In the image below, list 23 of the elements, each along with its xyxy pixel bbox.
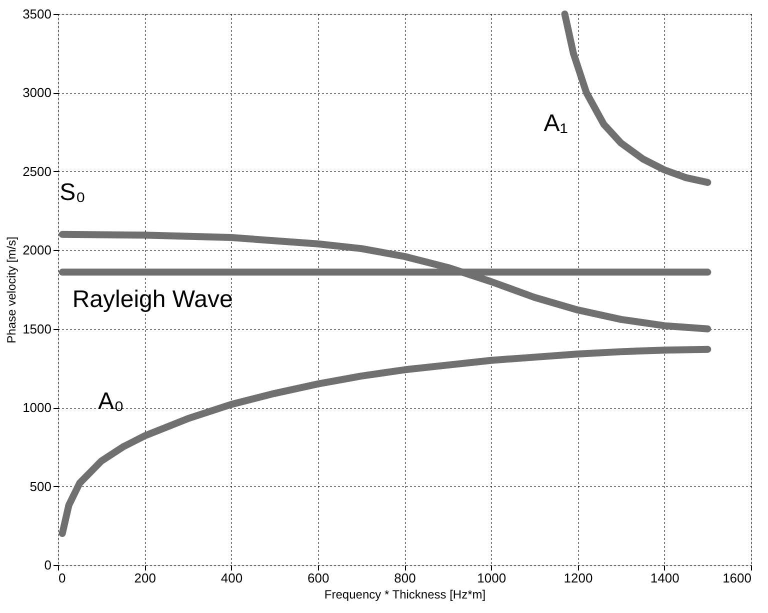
x-tick-label: 800 (394, 570, 416, 586)
y-tick-label: 3500 (22, 6, 52, 22)
x-tick-label: 400 (220, 570, 243, 586)
series-label: A₀ (98, 388, 124, 415)
series-label: A₁ (544, 110, 568, 138)
x-tick-label: 1000 (477, 570, 506, 586)
y-tick-label: 1500 (22, 321, 52, 336)
y-tick-label: 2500 (22, 164, 52, 179)
y-tick-label: 2000 (22, 242, 52, 258)
y-tick-label: 0 (44, 558, 52, 572)
y-axis-title: Phase velocity [m/s] (4, 236, 19, 344)
y-tick-label: 1000 (22, 400, 52, 416)
x-tick-label: 1400 (650, 570, 680, 586)
x-tick-label: 1200 (564, 570, 593, 586)
series-label: Rayleigh Wave (72, 286, 233, 314)
series-label: S₀ (60, 179, 86, 206)
x-tick-label: 0 (58, 570, 66, 586)
x-tick-label: 200 (134, 570, 156, 586)
x-axis-title: Frequency * Thickness [Hz*m] (324, 588, 486, 602)
x-tick-label: 600 (308, 570, 330, 586)
x-tick-label: 1600 (722, 570, 752, 586)
y-tick-label: 3000 (22, 85, 52, 100)
y-tick-label: 500 (30, 478, 52, 494)
